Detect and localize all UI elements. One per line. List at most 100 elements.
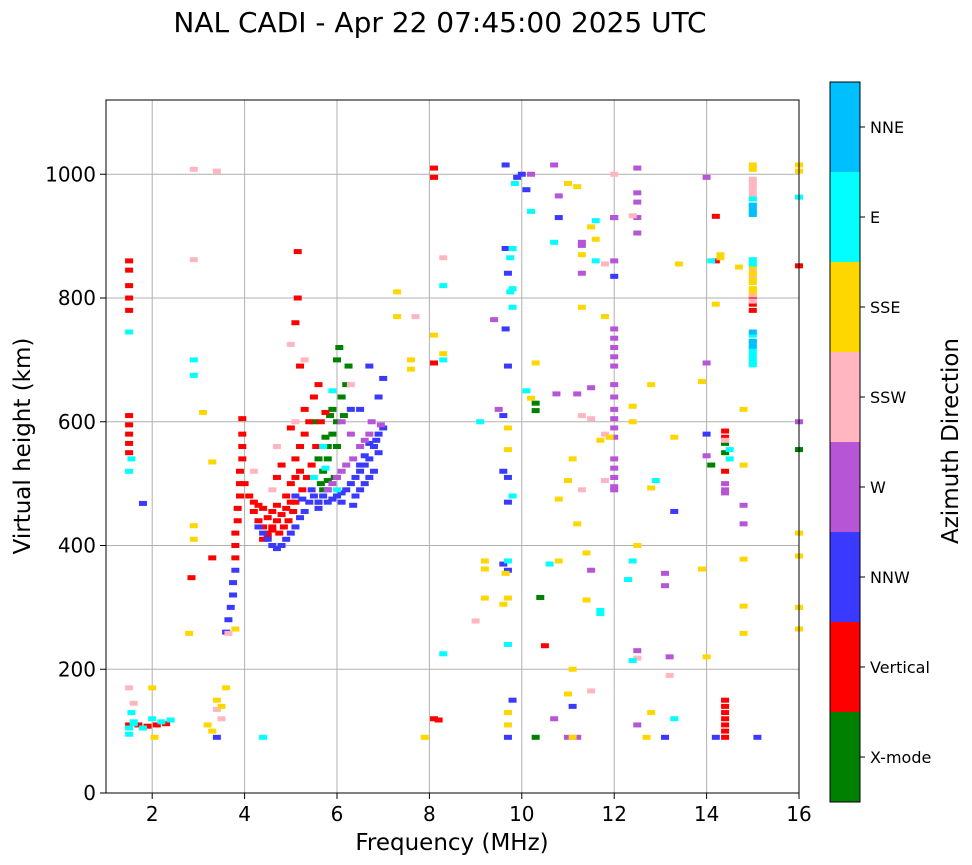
echo-point [360,437,369,443]
echo-point [610,326,619,332]
echo-point [298,496,307,502]
echo-point [314,505,323,511]
x-tick-label: 2 [146,802,159,826]
echo-point [138,500,147,506]
echo-point [314,382,323,388]
echo-point [208,728,217,734]
colorbar-label: Azimuth Direction [938,338,964,544]
echo-point [224,617,233,623]
echo-point [229,592,238,598]
echo-point [628,419,637,425]
echo-point [610,484,619,490]
echo-point [284,518,293,524]
echo-point [716,252,725,258]
echo-point [596,611,605,617]
echo-point [286,341,295,347]
echo-point [628,403,637,409]
echo-point [212,168,221,174]
echo-point [360,481,369,487]
echo-point [610,363,619,369]
echo-point [748,196,757,202]
echo-point [125,307,134,313]
echo-point [372,437,381,443]
echo-point [344,363,353,369]
echo-point [721,728,730,734]
echo-point [328,496,337,502]
echo-point [600,261,609,267]
echo-point [238,431,247,437]
echo-point [328,481,337,487]
echo-point [349,456,358,462]
echo-point [125,422,134,428]
echo-point [628,213,637,219]
echo-point [231,543,240,548]
echo-point [245,493,254,499]
echo-point [406,357,415,363]
echo-point [279,524,288,530]
echo-point [150,734,159,740]
echo-point [439,255,448,261]
echo-point [365,431,374,437]
echo-point [711,258,720,264]
echo-point [369,468,378,474]
echo-point [748,289,757,295]
echo-point [503,710,512,716]
echo-point [748,166,757,172]
echo-point [319,444,328,449]
echo-point [365,363,374,369]
echo-point [582,597,591,603]
echo-point [707,258,716,264]
echo-point [711,734,720,740]
echo-point [272,474,281,480]
echo-point [148,685,157,691]
echo-point [707,462,716,468]
echo-point [365,474,374,480]
echo-point [129,721,138,727]
echo-point [721,734,730,740]
x-tick-label: 6 [331,802,344,826]
echo-point [554,558,563,564]
colorbar-segment [830,532,860,622]
echo-point [610,406,619,412]
series-nnw [138,162,762,740]
echo-point [125,329,134,335]
echo-point [642,734,651,740]
echo-point [573,734,582,740]
echo-point [125,450,134,456]
echo-point [610,465,619,471]
echo-point [577,487,586,493]
echo-point [702,360,711,366]
colorbar-tick-label: NNE [870,118,904,137]
x-tick-label: 8 [423,802,436,826]
echo-point [725,456,734,462]
echo-point [129,700,138,706]
echo-point [293,295,302,301]
echo-point [501,246,510,251]
echo-point [748,329,757,335]
echo-point [235,493,244,499]
echo-point [503,595,512,601]
echo-point [739,462,748,468]
echo-point [568,456,577,462]
echo-point [499,561,508,567]
echo-point [748,273,757,279]
echo-point [286,425,295,431]
echo-point [374,394,383,400]
echo-point [291,456,300,462]
series-sse [148,162,803,740]
echo-point [610,416,619,422]
echo-point [702,453,711,459]
colorbar-tick-label: W [870,478,886,497]
echo-point [748,295,757,301]
echo-point [212,697,221,703]
echo-point [582,550,591,556]
echo-point [314,499,323,505]
echo-point [748,185,757,191]
echo-point [356,468,365,474]
echo-point [272,546,281,552]
echo-point [508,286,517,292]
echo-point [721,428,730,434]
echo-point [522,388,531,394]
echo-point [263,536,272,542]
echo-point [326,413,335,419]
